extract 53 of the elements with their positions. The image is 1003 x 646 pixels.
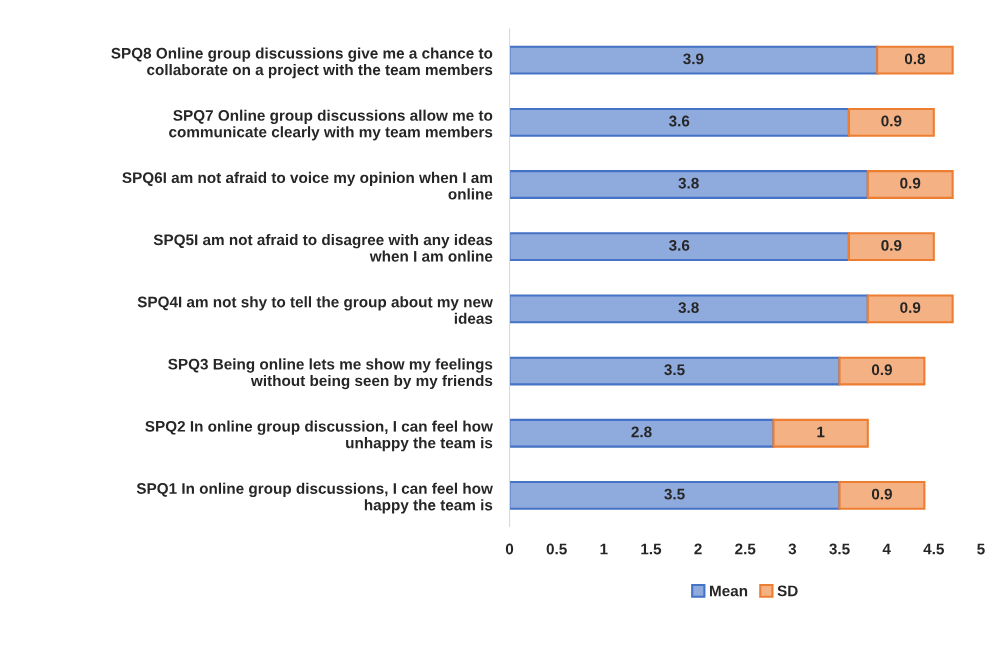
y-tick-label: SPQ1 In online group discussions, I can feel how happy the team is xyxy=(136,482,493,514)
x-tick-label: 1.5 xyxy=(641,543,662,555)
x-tick-label: 2.5 xyxy=(735,543,756,555)
bar xyxy=(866,170,954,199)
data-label: 3.8 xyxy=(678,177,699,189)
bar xyxy=(509,170,869,199)
bar xyxy=(509,294,869,324)
y-tick-label: SPQ8 Online group discussions give me a chance to collaborate on a project with the team members xyxy=(111,47,493,79)
data-label: 0.9 xyxy=(881,115,902,127)
bar xyxy=(866,294,954,324)
x-tick-label: 4 xyxy=(882,543,891,555)
y-tick-label: SPQ7 Online group discussions allow me to communicate clearly with my team members xyxy=(169,109,493,141)
bar xyxy=(847,107,935,137)
data-label: 0.9 xyxy=(900,177,921,189)
bar xyxy=(838,480,926,510)
x-tick-label: 0.5 xyxy=(546,543,567,555)
legend-label: Mean xyxy=(710,585,748,597)
y-tick-label: SPQ4I am not shy to tell the group about my new ideas xyxy=(137,296,493,324)
y-tick-label: SPQ5I am not afraid to disagree with any ideas when I am online xyxy=(153,234,493,262)
bar xyxy=(509,480,841,510)
y-tick-label: SPQ2 In online group discussion, I can feel how unhappy the team is xyxy=(145,420,493,452)
x-tick-label: 2 xyxy=(694,543,702,555)
data-label: 0.9 xyxy=(881,239,902,251)
bar xyxy=(838,356,926,386)
x-tick-label: 5 xyxy=(977,543,985,555)
data-label: 3.5 xyxy=(664,364,685,376)
x-tick-label: 3.5 xyxy=(829,543,850,555)
data-label: 3.8 xyxy=(678,302,699,313)
bar xyxy=(509,45,879,75)
x-tick-label: 3 xyxy=(788,543,797,555)
data-label: 2.8 xyxy=(631,426,652,438)
x-tick-label: 0 xyxy=(505,543,514,555)
legend-label: SD xyxy=(777,585,798,597)
y-tick-label: SPQ6I am not afraid to voice my opinion when I am online xyxy=(122,171,493,200)
y-tick-label: SPQ3 Being online lets me show my feelings without being seen by my friends xyxy=(168,358,493,390)
bar xyxy=(847,232,935,262)
data-label: 0.9 xyxy=(900,302,921,313)
bar xyxy=(876,45,954,75)
data-label: 0.9 xyxy=(871,364,892,376)
data-label: 3.6 xyxy=(668,239,690,251)
bar xyxy=(509,418,775,448)
data-label: 0.9 xyxy=(871,488,892,500)
bar xyxy=(509,356,841,386)
data-label: 0.8 xyxy=(904,53,926,65)
bar xyxy=(509,107,850,137)
data-label: 3.9 xyxy=(683,53,704,65)
x-tick-label: 4.5 xyxy=(923,543,944,555)
data-label: 3.5 xyxy=(664,488,685,500)
data-label: 3.6 xyxy=(668,115,690,127)
data-label: 1 xyxy=(817,426,825,438)
bar xyxy=(509,232,850,262)
bar xyxy=(772,418,869,448)
x-tick-label: 1 xyxy=(600,543,608,555)
